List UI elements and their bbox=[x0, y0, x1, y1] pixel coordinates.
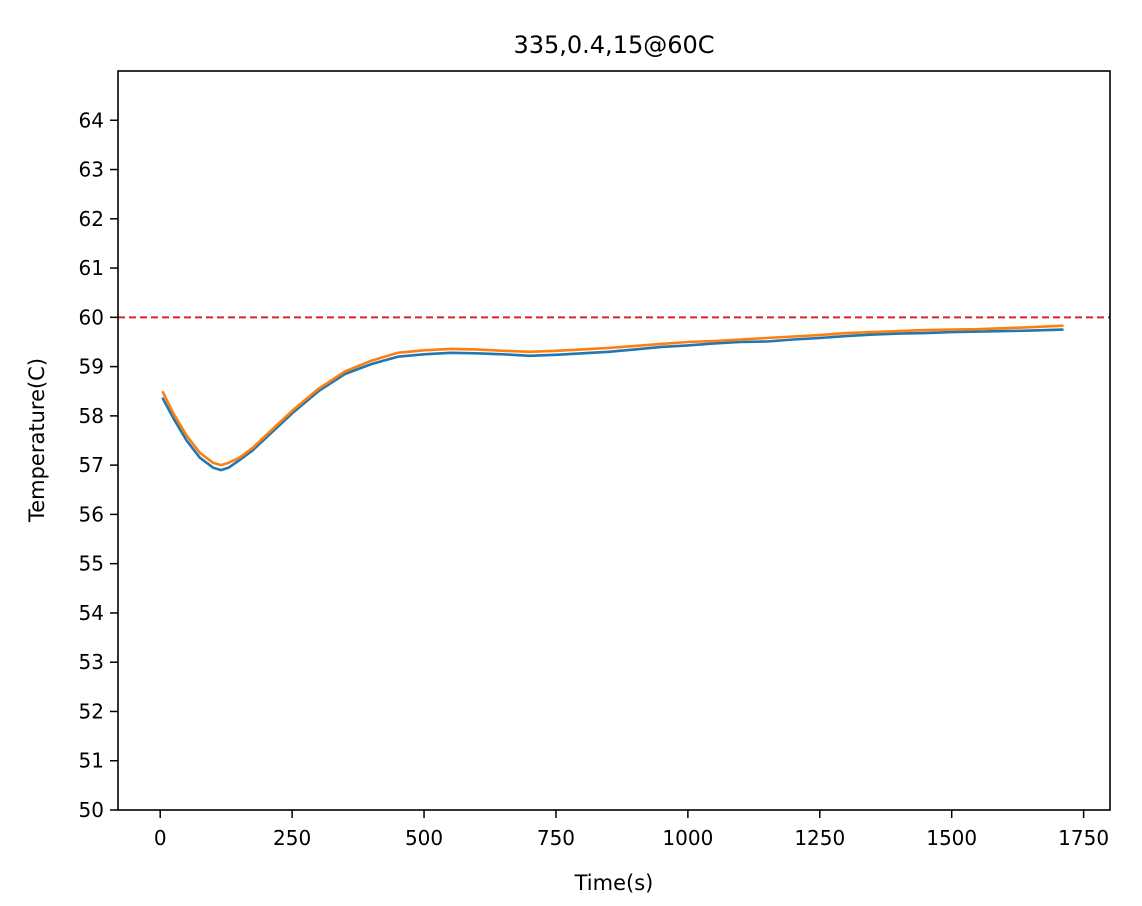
y-tick-label: 51 bbox=[79, 749, 104, 773]
x-tick-label: 250 bbox=[273, 826, 311, 850]
series-line-2 bbox=[161, 324, 1064, 467]
y-tick-label: 54 bbox=[79, 601, 104, 625]
x-axis: 0 250 500 750 1000 1250 1500 1750 bbox=[154, 810, 1109, 850]
y-tick-label: 61 bbox=[79, 256, 104, 280]
x-tick-label: 750 bbox=[537, 826, 575, 850]
y-tick-label: 55 bbox=[79, 552, 104, 576]
x-tick-label: 0 bbox=[154, 826, 167, 850]
chart-title: 335,0.4,15@60C bbox=[513, 31, 714, 59]
y-axis-label: Temperature(C) bbox=[25, 358, 49, 523]
x-tick-label: 1500 bbox=[926, 826, 977, 850]
y-tick-label: 50 bbox=[79, 798, 104, 822]
y-tick-label: 60 bbox=[79, 305, 104, 329]
y-tick-label: 56 bbox=[79, 502, 104, 526]
x-axis-label: Time(s) bbox=[574, 871, 654, 895]
plot-area bbox=[118, 316, 1110, 472]
x-tick-label: 1250 bbox=[794, 826, 845, 850]
y-axis: 50 51 52 53 54 55 56 57 58 59 60 61 62 63 64 bbox=[79, 108, 118, 822]
x-tick-label: 500 bbox=[405, 826, 443, 850]
series-line-1 bbox=[161, 328, 1064, 472]
y-tick-label: 59 bbox=[79, 355, 104, 379]
y-tick-label: 63 bbox=[79, 158, 104, 182]
plot-frame bbox=[117, 70, 1111, 811]
y-tick-label: 58 bbox=[79, 404, 104, 428]
y-tick-label: 57 bbox=[79, 453, 104, 477]
y-tick-label: 53 bbox=[79, 650, 104, 674]
y-tick-label: 64 bbox=[79, 108, 104, 132]
x-tick-label: 1750 bbox=[1058, 826, 1109, 850]
y-tick-label: 52 bbox=[79, 699, 104, 723]
y-tick-label: 62 bbox=[79, 207, 104, 231]
x-tick-label: 1000 bbox=[662, 826, 713, 850]
